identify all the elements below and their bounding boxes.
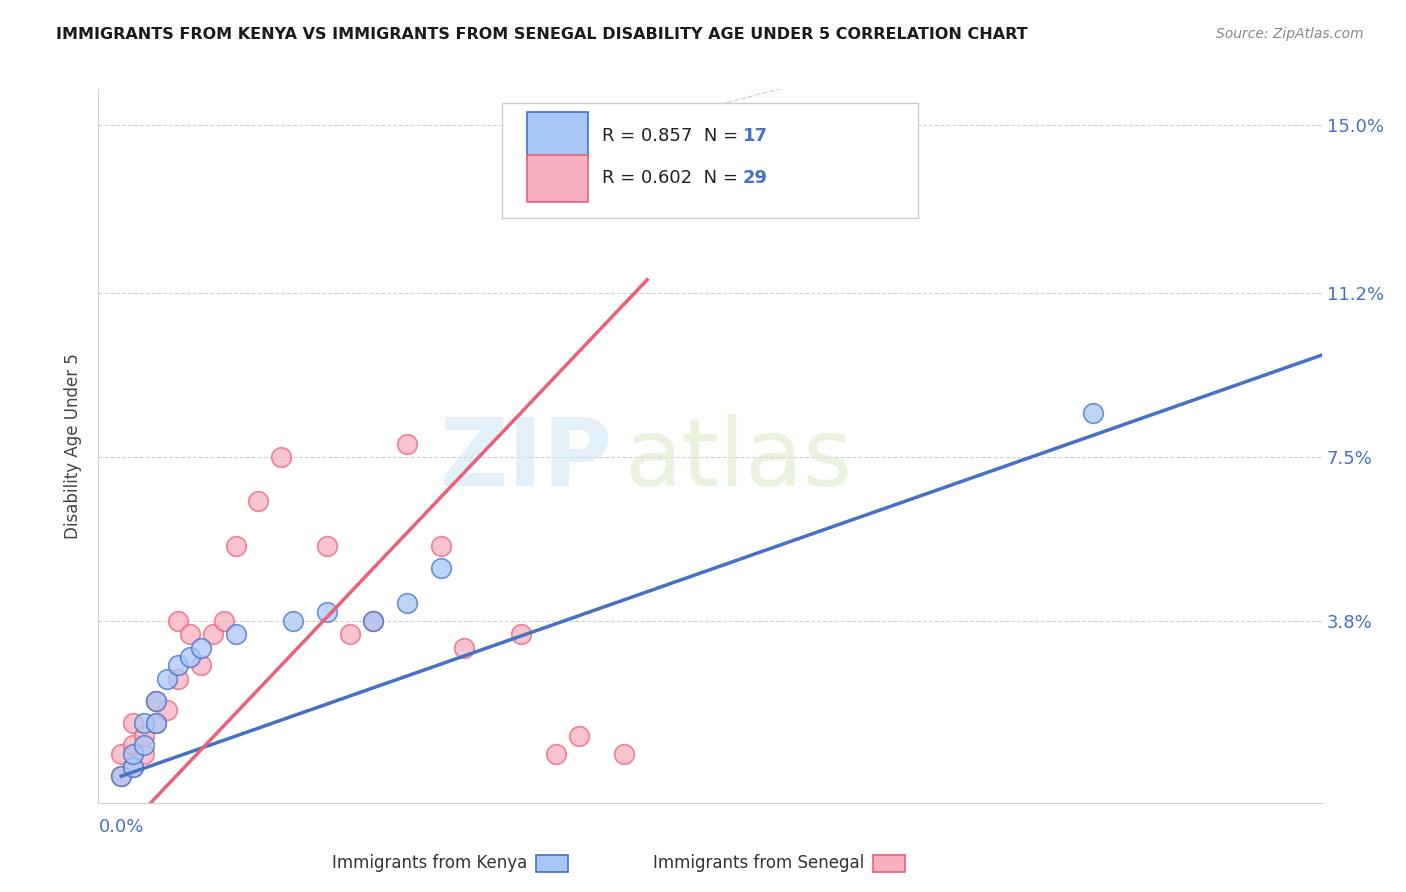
Bar <box>536 855 568 872</box>
Point <box>145 694 167 708</box>
Point <box>179 627 201 641</box>
Point <box>567 729 589 743</box>
Point <box>247 494 270 508</box>
Point <box>134 729 156 743</box>
Point <box>212 614 235 628</box>
Point <box>201 627 224 641</box>
Text: Immigrants from Senegal: Immigrants from Senegal <box>654 855 865 872</box>
Point <box>121 760 143 774</box>
Text: Immigrants from Kenya: Immigrants from Kenya <box>332 855 527 872</box>
Point <box>121 760 143 774</box>
Text: 17: 17 <box>742 127 768 145</box>
Text: R = 0.857  N =: R = 0.857 N = <box>602 127 744 145</box>
Point <box>361 614 384 628</box>
FancyBboxPatch shape <box>527 155 588 202</box>
Text: 29: 29 <box>742 169 768 187</box>
Point <box>179 649 201 664</box>
Point <box>121 716 143 731</box>
Point <box>225 627 247 641</box>
Point <box>167 658 190 673</box>
Text: IMMIGRANTS FROM KENYA VS IMMIGRANTS FROM SENEGAL DISABILITY AGE UNDER 5 CORRELAT: IMMIGRANTS FROM KENYA VS IMMIGRANTS FROM… <box>56 27 1028 42</box>
Point <box>134 738 156 752</box>
FancyBboxPatch shape <box>527 112 588 159</box>
Point <box>1081 406 1104 420</box>
Point <box>613 747 636 761</box>
Point <box>121 738 143 752</box>
FancyBboxPatch shape <box>502 103 918 218</box>
Point <box>510 627 533 641</box>
Text: Source: ZipAtlas.com: Source: ZipAtlas.com <box>1216 27 1364 41</box>
Point <box>134 747 156 761</box>
Point <box>121 747 143 761</box>
Y-axis label: Disability Age Under 5: Disability Age Under 5 <box>65 353 83 539</box>
Point <box>339 627 361 641</box>
Point <box>190 640 212 655</box>
Text: atlas: atlas <box>624 414 852 507</box>
Point <box>145 694 167 708</box>
Point <box>156 703 179 717</box>
Point <box>167 672 190 686</box>
Point <box>145 716 167 731</box>
Point <box>396 437 419 451</box>
Bar <box>873 855 905 872</box>
Point <box>281 614 304 628</box>
Text: 0.0%: 0.0% <box>98 819 143 837</box>
Point <box>110 769 132 783</box>
Point <box>430 539 453 553</box>
Point <box>544 747 567 761</box>
Text: ZIP: ZIP <box>439 414 612 507</box>
Point <box>134 716 156 731</box>
Point <box>430 561 453 575</box>
Point <box>190 658 212 673</box>
Point <box>167 614 190 628</box>
Point <box>453 640 475 655</box>
Point <box>110 747 132 761</box>
Point <box>145 716 167 731</box>
Point <box>225 539 247 553</box>
Point <box>361 614 384 628</box>
Point <box>110 769 132 783</box>
Text: R = 0.602  N =: R = 0.602 N = <box>602 169 744 187</box>
Point <box>316 605 339 619</box>
Point <box>396 596 419 610</box>
Point <box>316 539 339 553</box>
Point <box>156 672 179 686</box>
Point <box>270 450 292 464</box>
